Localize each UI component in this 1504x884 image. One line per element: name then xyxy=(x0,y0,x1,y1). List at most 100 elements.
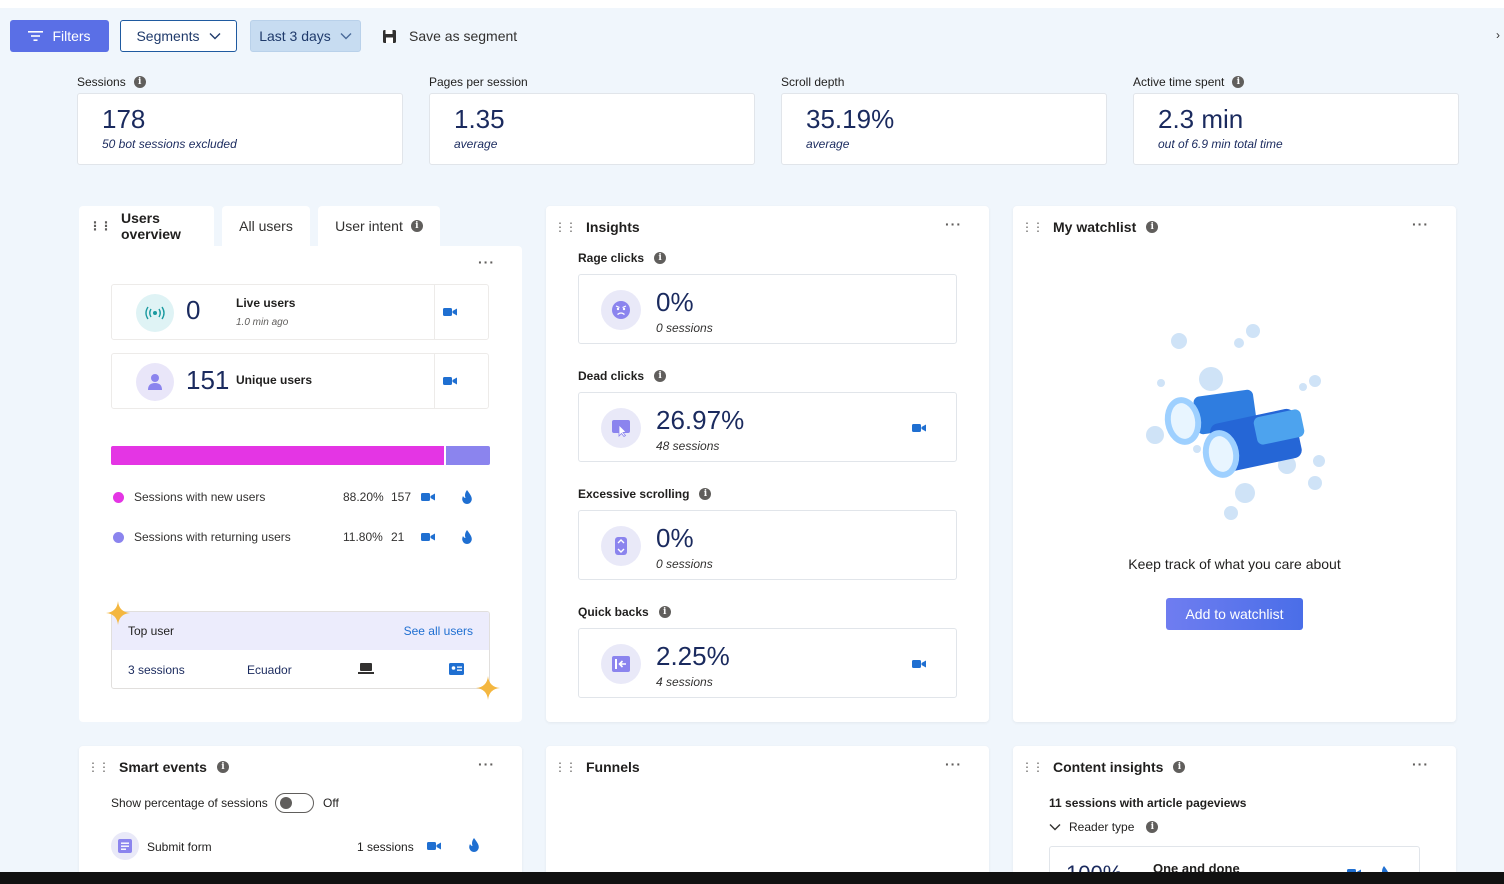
kpi-sub: out of 6.9 min total time xyxy=(1158,137,1283,151)
more-options-icon[interactable]: ··· xyxy=(945,216,962,232)
top-user-country: Ecuador xyxy=(247,663,292,677)
watchlist-panel: ⋮⋮ My watchlist i ··· Keep track of what… xyxy=(1013,206,1456,722)
more-options-icon[interactable]: ··· xyxy=(1412,216,1429,232)
insight-card-quick-backs[interactable]: 2.25% 4 sessions xyxy=(578,628,957,698)
segments-label: Segments xyxy=(136,28,200,44)
insight-sub: 4 sessions xyxy=(656,675,713,689)
heatmap-flame-icon[interactable] xyxy=(468,838,480,852)
expand-arrow-icon[interactable]: › xyxy=(1496,28,1500,42)
drag-handle-icon[interactable]: ⋮⋮ xyxy=(1021,220,1044,234)
tab-label: All users xyxy=(239,218,293,234)
kpi-card: 2.3 min out of 6.9 min total time xyxy=(1133,93,1459,165)
insight-label-dead-clicks: Dead clicks i xyxy=(578,369,667,383)
tab-user-intent[interactable]: User intent i xyxy=(318,206,440,246)
info-icon[interactable]: i xyxy=(133,76,146,88)
date-range-dropdown[interactable]: Last 3 days xyxy=(250,20,361,52)
toggle-state: Off xyxy=(323,796,339,810)
binoculars-illustration-icon xyxy=(1146,324,1325,520)
segments-dropdown[interactable]: Segments xyxy=(120,20,237,52)
add-to-watchlist-button[interactable]: Add to watchlist xyxy=(1166,598,1303,630)
save-as-segment-button[interactable]: Save as segment xyxy=(382,20,517,52)
legend-dot xyxy=(113,491,124,503)
filters-button[interactable]: Filters xyxy=(10,20,109,52)
insight-card-excessive-scrolling[interactable]: 0% 0 sessions xyxy=(578,510,957,580)
insights-panel: ⋮⋮ Insights ··· Rage clicks i 0% 0 sessio… xyxy=(546,206,989,722)
legend-count: 157 xyxy=(391,490,412,504)
returning-users-bar[interactable] xyxy=(446,446,490,465)
funnels-panel: ⋮⋮ Funnels ··· xyxy=(546,746,989,884)
legend-pct: 11.80% xyxy=(343,530,383,544)
video-icon[interactable] xyxy=(443,307,457,317)
live-users-value: 0 xyxy=(186,295,201,325)
insight-value: 2.25% xyxy=(656,641,730,671)
percentage-toggle[interactable] xyxy=(275,793,314,813)
reader-type-toggle[interactable]: Reader type i xyxy=(1049,820,1159,834)
divider xyxy=(434,285,435,339)
dead-click-icon xyxy=(601,408,641,448)
info-icon[interactable]: i xyxy=(699,488,712,500)
info-icon[interactable]: i xyxy=(654,370,667,382)
insight-card-dead-clicks[interactable]: 26.97% 48 sessions xyxy=(578,392,957,462)
kpi-card: 178 50 bot sessions excluded xyxy=(77,93,403,165)
more-options-icon[interactable]: ··· xyxy=(478,756,495,772)
reader-type-name: One and done xyxy=(1153,861,1240,876)
save-icon xyxy=(383,29,396,43)
more-options-icon[interactable]: ··· xyxy=(1412,756,1429,772)
insight-label-rage-clicks: Rage clicks i xyxy=(578,251,667,265)
see-all-users-link[interactable]: See all users xyxy=(403,624,473,638)
tab-all-users[interactable]: All users xyxy=(222,206,310,246)
insight-card-rage-clicks[interactable]: 0% 0 sessions xyxy=(578,274,957,344)
content-insights-panel: ⋮⋮ Content insights i ··· 11 sessions wi… xyxy=(1013,746,1456,884)
more-options-icon[interactable]: ··· xyxy=(478,254,495,270)
watchlist-message: Keep track of what you care about xyxy=(1128,556,1341,572)
kpi-active-time: Active time spent i 2.3 min out of 6.9 mi… xyxy=(1133,74,1459,165)
video-icon[interactable] xyxy=(421,492,435,502)
drag-handle-icon[interactable]: ⋮⋮ xyxy=(554,220,577,234)
info-icon[interactable]: i xyxy=(658,606,671,618)
heatmap-flame-icon[interactable] xyxy=(461,530,473,544)
video-icon[interactable] xyxy=(443,376,457,386)
video-icon[interactable] xyxy=(427,841,441,851)
kpi-sub: average xyxy=(806,137,850,151)
angry-face-icon xyxy=(601,290,641,330)
user-card-icon[interactable] xyxy=(449,663,464,675)
top-user-row[interactable]: 3 sessions Ecuador xyxy=(112,650,489,688)
watchlist-title: My watchlist xyxy=(1053,219,1137,235)
insight-label: Dead clicks xyxy=(578,369,645,383)
drag-handle-icon[interactable]: ⋮⋮ xyxy=(1021,760,1044,774)
insight-value: 0% xyxy=(656,287,694,317)
heatmap-flame-icon[interactable] xyxy=(461,490,473,504)
info-icon[interactable]: i xyxy=(654,252,667,264)
top-user-sessions: 3 sessions xyxy=(128,663,185,677)
insight-label-excessive-scrolling: Excessive scrolling i xyxy=(578,487,712,501)
drag-handle-icon[interactable]: ⋮⋮ xyxy=(554,760,577,774)
live-users-label: Live users xyxy=(236,296,296,310)
chevron-down-icon xyxy=(209,33,221,40)
person-icon xyxy=(136,363,174,401)
reader-type-row[interactable]: 100% One and done xyxy=(1049,846,1420,876)
live-broadcast-icon xyxy=(136,294,174,332)
more-options-icon[interactable]: ··· xyxy=(945,756,962,772)
kpi-label: Scroll depth xyxy=(781,75,845,89)
tab-users-overview[interactable]: ⋮⋮ Users overview xyxy=(79,206,214,246)
drag-handle-icon[interactable]: ⋮⋮ xyxy=(87,760,110,774)
insight-label-quick-backs: Quick backs i xyxy=(578,605,671,619)
video-icon[interactable] xyxy=(421,532,435,542)
drag-handle-icon[interactable]: ⋮⋮ xyxy=(89,219,112,233)
top-user-card: Top user See all users 3 sessions Ecuado… xyxy=(111,611,490,689)
info-icon[interactable]: i xyxy=(1146,821,1159,833)
kpi-value: 2.3 min xyxy=(1158,104,1244,134)
info-icon[interactable]: i xyxy=(1173,761,1186,773)
video-icon[interactable] xyxy=(912,659,926,669)
form-icon xyxy=(111,832,139,860)
info-icon[interactable]: i xyxy=(1232,76,1245,88)
kpi-sub: average xyxy=(454,137,498,151)
event-row-submit-form[interactable]: Submit form 1 sessions xyxy=(111,832,491,860)
new-users-bar[interactable] xyxy=(111,446,444,465)
info-icon[interactable]: i xyxy=(1146,221,1159,233)
info-icon[interactable]: i xyxy=(410,220,423,232)
legend-pct: 88.20% xyxy=(343,490,384,504)
filters-label: Filters xyxy=(52,28,91,44)
info-icon[interactable]: i xyxy=(216,761,229,773)
video-icon[interactable] xyxy=(912,423,926,433)
